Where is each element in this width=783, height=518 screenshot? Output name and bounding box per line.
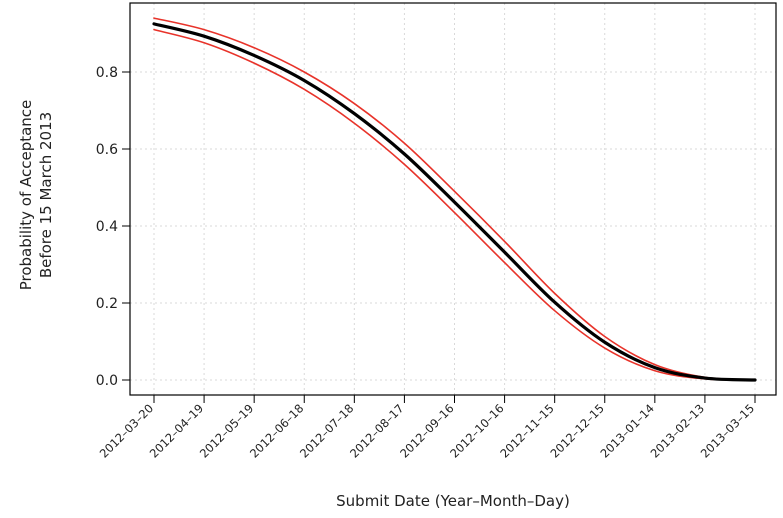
y-axis-title-line-1: Probability of Acceptance [17,100,35,291]
upper-bound-line [153,17,756,381]
estimate-line [152,22,757,382]
plot-frame [129,2,777,396]
x-axis-title: Submit Date (Year–Month–Day) [336,492,570,510]
y-axis-title-line-2: Before 15 March 2013 [37,112,55,278]
y-tick-label: 0.4 [96,219,118,235]
y-tick-label: 0.8 [96,65,118,81]
series [152,17,757,382]
y-tick-label: 0.2 [96,296,118,312]
lower-bound-line [153,28,756,381]
y-tick-label: 0.0 [96,373,118,389]
x-tick-label: 2013–03–15 [698,401,757,460]
y-tick-label: 0.6 [96,142,118,158]
grid [130,3,776,395]
